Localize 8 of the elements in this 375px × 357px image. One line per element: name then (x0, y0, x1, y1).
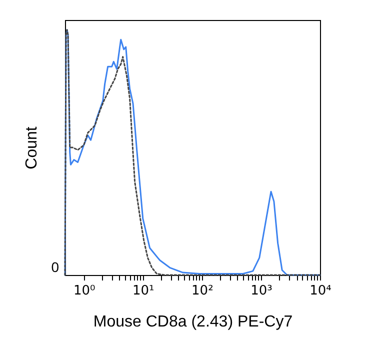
x-tick-label: 10³ (250, 284, 272, 298)
text: 0 (51, 259, 60, 275)
x-tick-label: 10⁰ (73, 284, 96, 298)
y-axis-title: Count (24, 126, 40, 170)
x-axis-title: Mouse CD8a (2.43) PE-Cy7 (93, 314, 293, 330)
x-tick-label: 10² (192, 284, 214, 298)
x-tick-label: 10⁴ (310, 284, 332, 298)
x-tick-label: 10¹ (132, 284, 154, 298)
